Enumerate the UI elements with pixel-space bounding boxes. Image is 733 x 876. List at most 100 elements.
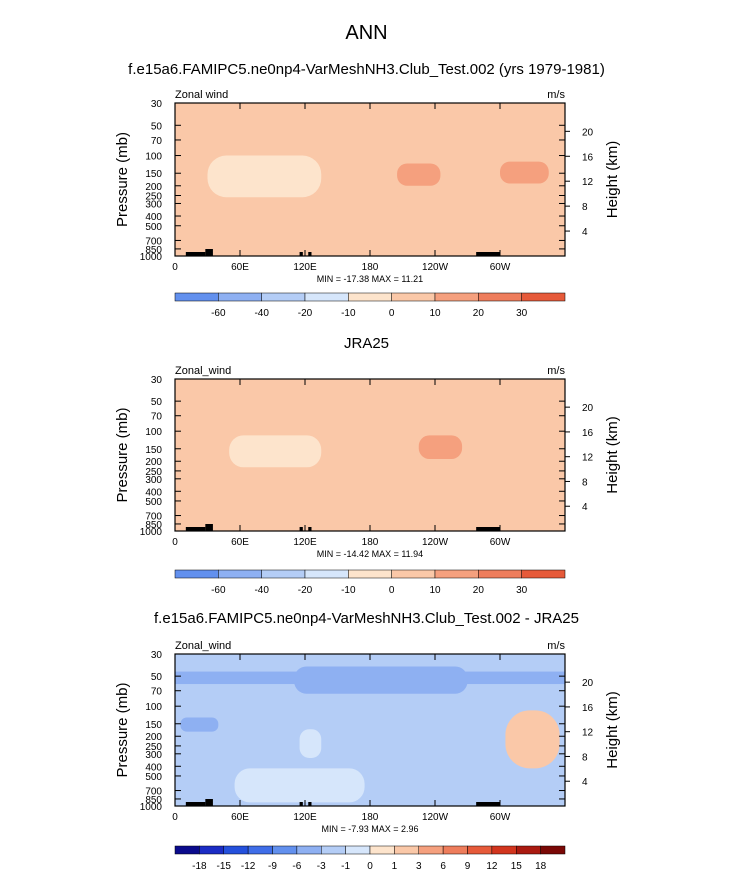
y2-tick-label: 4 bbox=[582, 777, 588, 788]
y2-tick-label: 16 bbox=[582, 703, 594, 714]
topography-block bbox=[185, 527, 206, 531]
colorbar-swatch bbox=[478, 569, 522, 579]
colorbar-label: 6 bbox=[440, 861, 446, 872]
y-tick-label: 70 bbox=[151, 412, 163, 423]
colorbar-label: 0 bbox=[389, 308, 395, 319]
units-label: m/s bbox=[547, 89, 565, 101]
y-tick-label: 700 bbox=[145, 787, 162, 798]
contour-region bbox=[294, 666, 468, 694]
colorbar-label: -9 bbox=[268, 861, 277, 872]
colorbar-label: 12 bbox=[486, 861, 498, 872]
x-tick-label: 120E bbox=[293, 537, 317, 548]
contour-region bbox=[299, 729, 322, 758]
topography-block bbox=[476, 527, 500, 531]
colorbar-swatch bbox=[521, 569, 566, 579]
page-title: ANN bbox=[345, 22, 388, 44]
y-tick-label: 30 bbox=[151, 99, 163, 110]
field-label: Zonal_wind bbox=[175, 640, 231, 652]
topography-block bbox=[299, 527, 303, 531]
x-tick-label: 60E bbox=[231, 537, 249, 548]
contour-region bbox=[229, 435, 322, 468]
colorbar-swatch bbox=[199, 845, 224, 855]
colorbar-swatch bbox=[261, 292, 306, 302]
y-axis-title: Pressure (mb) bbox=[114, 132, 131, 227]
y-axis-title: Pressure (mb) bbox=[114, 407, 131, 502]
y-tick-label: 100 bbox=[145, 152, 162, 163]
colorbar-swatch bbox=[261, 569, 306, 579]
colorbar-label: 10 bbox=[429, 308, 441, 319]
topography-block bbox=[299, 802, 303, 806]
colorbar-swatch bbox=[218, 292, 262, 302]
y-tick-label: 50 bbox=[151, 121, 163, 132]
topography-block bbox=[308, 252, 312, 256]
colorbar-swatch bbox=[478, 292, 522, 302]
panel-3-title: f.e15a6.FAMIPC5.ne0np4-VarMeshNH3.Club_T… bbox=[154, 610, 579, 627]
y-tick-label: 300 bbox=[145, 199, 162, 210]
x-tick-label: 120E bbox=[293, 262, 317, 273]
colorbar-swatch bbox=[304, 292, 349, 302]
colorbar-label: 18 bbox=[535, 861, 547, 872]
panel-1-chart: Zonal wind m/s305070100150200250300400500… bbox=[114, 89, 621, 284]
y2-tick-label: 12 bbox=[582, 728, 594, 739]
y-tick-label: 400 bbox=[145, 487, 162, 498]
colorbar-label: 20 bbox=[473, 585, 485, 596]
min-max-stats: MIN = -17.38 MAX = 11.21 bbox=[317, 274, 423, 284]
colorbar-swatch bbox=[321, 845, 346, 855]
colorbar-swatch bbox=[272, 845, 298, 855]
colorbar-swatch bbox=[391, 569, 436, 579]
y-tick-label: 30 bbox=[151, 375, 163, 386]
y-tick-label: 50 bbox=[151, 397, 163, 408]
x-tick-label: 60W bbox=[490, 812, 511, 823]
colorbar-label: -10 bbox=[341, 585, 356, 596]
y-tick-label: 500 bbox=[145, 222, 162, 233]
colorbar-swatch bbox=[516, 845, 541, 855]
x-tick-label: 180 bbox=[362, 262, 379, 273]
y2-tick-label: 12 bbox=[582, 453, 594, 464]
y-tick-label: 250 bbox=[145, 742, 162, 753]
contour-field bbox=[175, 103, 565, 256]
colorbar-swatch bbox=[434, 292, 479, 302]
contour-region bbox=[418, 435, 463, 460]
y-tick-label: 300 bbox=[145, 750, 162, 761]
x-tick-label: 0 bbox=[172, 537, 178, 548]
x-tick-label: 120E bbox=[293, 812, 317, 823]
colorbar-swatch bbox=[218, 569, 262, 579]
colorbar-label: 30 bbox=[516, 308, 528, 319]
colorbar-label: 3 bbox=[416, 861, 422, 872]
y-tick-label: 850 bbox=[145, 245, 162, 256]
contour-field bbox=[175, 654, 565, 806]
y2-tick-label: 4 bbox=[582, 227, 588, 238]
y-tick-label: 700 bbox=[145, 512, 162, 523]
x-tick-label: 60W bbox=[490, 262, 511, 273]
colorbar-swatch bbox=[345, 845, 371, 855]
y-tick-label: 200 bbox=[145, 732, 162, 743]
colorbar-swatch bbox=[540, 845, 566, 855]
contour-region bbox=[229, 166, 295, 184]
colorbar-label: 0 bbox=[389, 585, 395, 596]
colorbar-swatch bbox=[491, 845, 517, 855]
colorbar-label: 20 bbox=[473, 308, 485, 319]
field-label: Zonal wind bbox=[175, 89, 228, 101]
panel-2-colorbar: -60 -40 -20 -10 0 10 20 30 bbox=[174, 569, 566, 596]
topography-block bbox=[476, 252, 500, 256]
contour-region bbox=[234, 768, 365, 803]
panel-1-colorbar: -60 -40 -20 -10 0 10 20 30 bbox=[174, 292, 566, 319]
topography-block bbox=[205, 799, 213, 806]
y-tick-label: 300 bbox=[145, 475, 162, 486]
colorbar-label: 10 bbox=[429, 585, 441, 596]
min-max-stats: MIN = -7.93 MAX = 2.96 bbox=[321, 824, 418, 834]
x-tick-label: 120W bbox=[422, 812, 449, 823]
y2-axis-title: Height (km) bbox=[604, 416, 621, 494]
colorbar-swatch bbox=[391, 292, 436, 302]
contour-region bbox=[386, 142, 565, 214]
colorbar-swatch bbox=[434, 569, 479, 579]
y-tick-label: 200 bbox=[145, 182, 162, 193]
colorbar-label: 9 bbox=[465, 861, 471, 872]
colorbar-label: -3 bbox=[317, 861, 326, 872]
topography-block bbox=[185, 252, 206, 256]
colorbar-label: -20 bbox=[298, 308, 313, 319]
y-tick-label: 50 bbox=[151, 672, 163, 683]
topography-block bbox=[205, 249, 213, 256]
x-tick-label: 60W bbox=[490, 537, 511, 548]
y-tick-label: 150 bbox=[145, 169, 162, 180]
